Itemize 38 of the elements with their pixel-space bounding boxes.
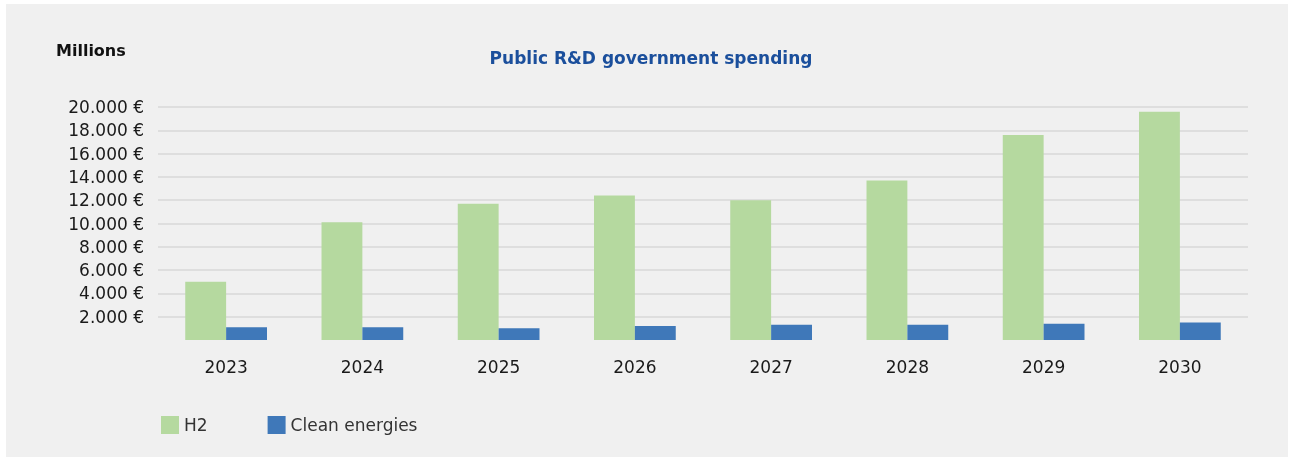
bar xyxy=(321,222,363,340)
bar xyxy=(1139,111,1180,340)
bar xyxy=(226,327,267,340)
y-axis-title: Millions xyxy=(56,40,126,60)
y-tick-label: 16.000 € xyxy=(68,143,144,164)
x-tick-label: 2027 xyxy=(749,356,793,377)
bar xyxy=(866,180,908,340)
legend-label: H2 xyxy=(184,415,208,435)
bar xyxy=(362,327,404,340)
y-tick-label: 12.000 € xyxy=(68,190,144,211)
bar xyxy=(185,281,227,340)
x-tick-label: 2028 xyxy=(885,356,930,377)
y-tick-label: 10.000 € xyxy=(68,213,144,234)
bar xyxy=(634,326,676,340)
y-tick-label: 4.000 € xyxy=(79,283,144,304)
bar xyxy=(907,324,949,340)
bar xyxy=(1043,323,1085,340)
bar xyxy=(1002,134,1044,340)
bar xyxy=(498,328,540,340)
x-tick-label: 2025 xyxy=(476,356,521,377)
x-tick-label: 2029 xyxy=(1021,356,1066,377)
bar xyxy=(1179,322,1221,340)
x-tick-label: 2023 xyxy=(204,356,248,377)
x-tick-label: 2030 xyxy=(1158,356,1202,377)
bar xyxy=(457,203,499,340)
x-tick-label: 2024 xyxy=(340,356,385,377)
y-tick-label: 20.000 € xyxy=(68,97,144,117)
chart-title: Public R&D government spending xyxy=(489,47,813,68)
bar xyxy=(771,324,812,340)
bar xyxy=(594,195,635,340)
y-tick-label: 2.000 € xyxy=(79,306,144,327)
y-tick-label: 18.000 € xyxy=(68,120,144,141)
y-tick-label: 6.000 € xyxy=(79,260,144,281)
legend-label: Clean energies xyxy=(290,415,418,435)
x-tick-label: 2026 xyxy=(613,356,657,377)
y-tick-label: 14.000 € xyxy=(68,166,144,187)
y-tick-label: 8.000 € xyxy=(79,236,144,257)
bar xyxy=(730,200,772,340)
